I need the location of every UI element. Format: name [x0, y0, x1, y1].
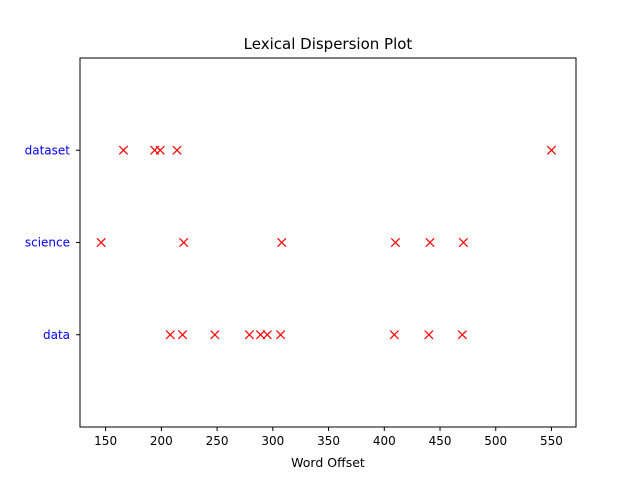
marker-data — [424, 330, 434, 340]
marker-data — [244, 330, 255, 340]
chart-title: Lexical Dispersion Plot — [244, 35, 413, 53]
category-label-science: science — [25, 236, 70, 250]
marker-science — [277, 237, 287, 248]
marker-science — [458, 237, 469, 248]
marker-data — [262, 330, 272, 340]
x-axis-label: Word Offset — [291, 455, 365, 470]
x-tick-label: 550 — [540, 434, 563, 448]
x-tick-label: 500 — [484, 434, 507, 448]
x-tick-label: 300 — [261, 434, 284, 448]
marker-dataset — [155, 145, 165, 155]
x-tick-label: 150 — [94, 434, 117, 448]
category-label-data: data — [43, 328, 70, 342]
x-tick-label: 250 — [206, 434, 229, 448]
marker-science — [179, 237, 189, 248]
x-tick-label: 350 — [317, 434, 340, 448]
x-tick-label: 400 — [373, 434, 396, 448]
marker-science — [96, 237, 106, 248]
marker-dataset — [172, 145, 182, 155]
marker-data — [276, 330, 286, 340]
marker-dataset — [118, 145, 129, 155]
x-tick-label: 200 — [150, 434, 173, 448]
marker-data — [457, 330, 467, 340]
marker-data — [165, 330, 175, 340]
category-label-dataset: dataset — [25, 143, 71, 157]
markers — [96, 145, 557, 340]
marker-science — [425, 237, 435, 248]
marker-dataset — [546, 145, 557, 155]
marker-data — [255, 330, 266, 340]
x-axis: 150 200 250 300 350 400 450 500 550 — [94, 427, 563, 448]
marker-data — [389, 330, 399, 340]
marker-data — [177, 330, 188, 340]
x-tick-label: 450 — [429, 434, 452, 448]
plot-frame — [79, 57, 577, 428]
marker-data — [210, 330, 220, 340]
y-axis: data science dataset — [25, 143, 80, 342]
marker-science — [390, 237, 401, 248]
